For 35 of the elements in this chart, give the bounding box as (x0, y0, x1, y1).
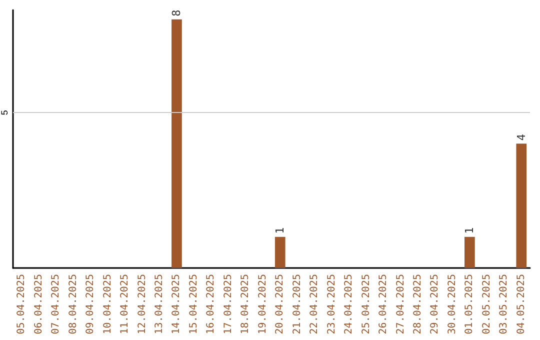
x-tick-label: 23.04.2025 (326, 274, 338, 334)
data-label: 1 (274, 227, 287, 234)
x-tick-label: 20.04.2025 (274, 274, 286, 334)
x-tick-label: 12.04.2025 (136, 274, 148, 334)
x-tick-label: 19.04.2025 (257, 274, 268, 334)
x-tick-label: 26.04.2025 (378, 274, 390, 334)
x-tick-label: 25.04.2025 (360, 274, 372, 334)
x-tick-label: 16.04.2025 (206, 274, 217, 334)
x-tick-label: 21.04.2025 (292, 274, 303, 334)
x-tick-label: 09.04.2025 (85, 274, 96, 334)
y-tick-label: 5 (0, 110, 10, 116)
x-tick-label: 03.05.2025 (498, 274, 510, 334)
x-tick-label: 06.04.2025 (33, 274, 44, 334)
x-tick-label: 18.04.2025 (240, 274, 252, 334)
x-tick-label: 29.04.2025 (430, 274, 441, 334)
x-tick-label: 11.04.2025 (120, 274, 131, 334)
x-tick-label: 13.04.2025 (154, 274, 165, 334)
x-tick-label: 15.04.2025 (188, 274, 200, 334)
data-label: 4 (514, 134, 528, 141)
x-tick-label: 05.04.2025 (16, 274, 28, 334)
x-tick-label: 04.05.2025 (516, 274, 527, 334)
x-tick-label: 01.05.2025 (464, 274, 476, 334)
x-tick-label: 08.04.2025 (68, 274, 79, 334)
data-label: 8 (170, 10, 184, 16)
data-label: 1 (463, 227, 476, 234)
x-tick-label: 02.05.2025 (481, 274, 492, 334)
x-tick-label: 28.04.2025 (412, 274, 424, 334)
x-tick-label: 22.04.2025 (309, 274, 320, 334)
x-tick-label: 14.04.2025 (171, 274, 182, 334)
x-tick-label: 27.04.2025 (395, 274, 406, 334)
x-tick-label: 17.04.2025 (222, 274, 234, 334)
x-tick-label: 07.04.2025 (50, 274, 62, 334)
x-tick-label: 10.04.2025 (102, 274, 114, 334)
x-tick-label: 30.04.2025 (446, 274, 458, 334)
x-tick-label: 24.04.2025 (344, 274, 355, 334)
